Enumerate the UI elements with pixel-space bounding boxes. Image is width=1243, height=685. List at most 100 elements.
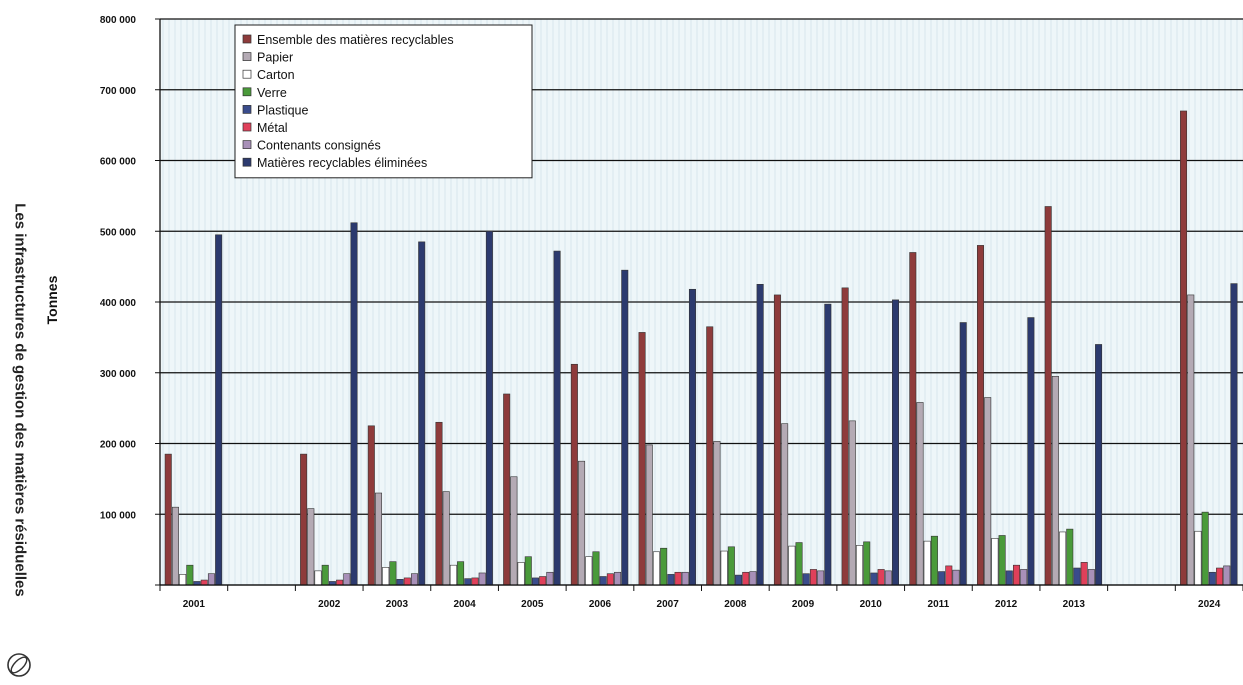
bar xyxy=(186,564,194,586)
bar xyxy=(382,567,390,586)
legend-swatch xyxy=(242,34,252,44)
bar xyxy=(773,294,781,586)
bar xyxy=(396,579,404,586)
bar xyxy=(1180,110,1188,586)
bar xyxy=(1087,569,1095,586)
legend-box xyxy=(234,24,533,179)
y-tick-label: 200 000 xyxy=(100,440,137,451)
bar xyxy=(1073,567,1081,586)
bar xyxy=(674,571,682,586)
bar xyxy=(742,571,750,586)
bar xyxy=(652,551,660,586)
bar xyxy=(1005,570,1013,586)
bar xyxy=(435,421,443,586)
legend-swatch xyxy=(242,105,252,114)
bar xyxy=(307,508,315,586)
legend: Ensemble des matières recyclables Papier C… xyxy=(234,24,533,179)
bar xyxy=(688,288,696,586)
bar xyxy=(1051,375,1059,586)
bar xyxy=(1216,567,1224,586)
legend-label: Verre xyxy=(257,86,287,100)
bar xyxy=(350,222,358,586)
bar xyxy=(464,578,472,586)
bar xyxy=(959,322,967,586)
bar xyxy=(938,571,946,586)
y-tick-label: 300 000 xyxy=(100,369,137,380)
x-tick-labels: 2001 2002 2003 2004 2005 2006 2007 2008 2009 2010… xyxy=(159,585,1243,610)
bar xyxy=(1059,531,1067,586)
bar xyxy=(524,556,532,586)
bar xyxy=(660,547,668,586)
bar xyxy=(418,241,426,586)
x-tick-label: 2005 xyxy=(521,599,544,610)
x-tick-label: 2009 xyxy=(792,599,815,610)
bar xyxy=(1044,206,1052,586)
bar xyxy=(720,550,728,586)
bar xyxy=(841,287,849,586)
legend-label: Contenants consignés xyxy=(257,139,381,153)
bar xyxy=(884,570,892,586)
legend-swatch xyxy=(242,52,252,61)
bar xyxy=(727,546,735,586)
bar xyxy=(1223,565,1231,586)
bar xyxy=(1095,344,1103,586)
bar xyxy=(781,423,789,586)
bar xyxy=(945,565,953,586)
bar xyxy=(375,492,383,586)
bar xyxy=(411,573,419,586)
bar xyxy=(485,230,493,586)
bar xyxy=(478,572,486,586)
bar xyxy=(321,564,329,586)
bar xyxy=(998,535,1006,586)
bar xyxy=(503,393,511,586)
legend-swatch xyxy=(242,122,252,132)
bar xyxy=(531,577,539,586)
bar xyxy=(817,570,825,586)
bar xyxy=(870,572,878,586)
y-tick-labels: 100 000 200 000 300 000 400 000 500 000 600 0… xyxy=(100,15,160,586)
bar xyxy=(795,542,803,586)
bar xyxy=(713,441,721,586)
bar xyxy=(442,491,450,586)
bar xyxy=(1194,530,1202,586)
bar xyxy=(991,537,999,586)
bar xyxy=(343,573,351,586)
bar xyxy=(599,576,607,586)
bar xyxy=(207,573,215,586)
bar xyxy=(863,541,871,586)
legend-swatch xyxy=(242,140,252,149)
bar xyxy=(570,363,578,586)
bar xyxy=(877,569,885,586)
bar xyxy=(892,299,900,586)
bar xyxy=(909,252,917,586)
legend-label: Métal xyxy=(257,121,288,135)
bar xyxy=(735,574,743,586)
y-tick-label: 500 000 xyxy=(100,227,137,238)
bar xyxy=(592,551,600,586)
bar xyxy=(681,571,689,586)
x-tick-label: 2008 xyxy=(724,599,747,610)
bar xyxy=(788,545,796,586)
bar xyxy=(539,576,547,586)
bar xyxy=(802,573,810,586)
bar xyxy=(1201,511,1209,586)
bar xyxy=(1080,562,1088,586)
bar xyxy=(976,245,984,586)
bar xyxy=(824,303,832,586)
bar xyxy=(367,425,375,586)
legend-label: Carton xyxy=(257,68,295,82)
bar xyxy=(984,397,992,586)
legend-label: Matières recyclables éliminées xyxy=(257,156,427,170)
bar xyxy=(403,577,411,586)
bar xyxy=(389,561,397,586)
x-tick-label: 2002 xyxy=(318,599,341,610)
bar xyxy=(517,562,525,586)
bar xyxy=(621,269,629,586)
bar xyxy=(449,564,457,586)
bar xyxy=(200,579,208,586)
bar xyxy=(164,453,172,586)
bar xyxy=(667,574,675,586)
y-tick-label: 700 000 xyxy=(100,86,137,97)
bar xyxy=(930,535,938,586)
